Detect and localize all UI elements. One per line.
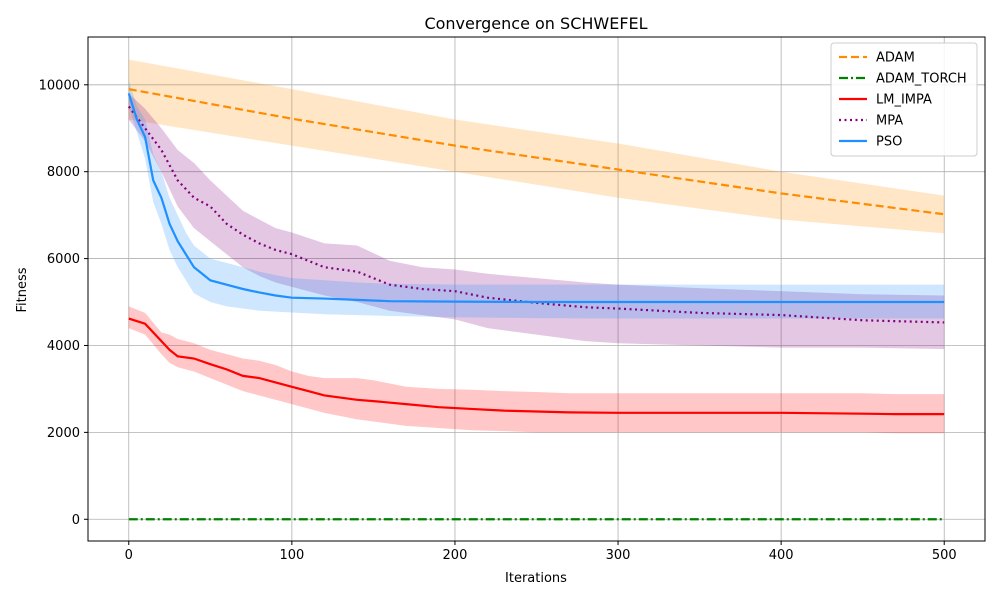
band-lm_impa (128, 306, 945, 434)
band-pso (128, 80, 945, 319)
x-axis-label: Iterations (505, 571, 567, 586)
legend-label-mpa: MPA (876, 114, 903, 129)
band-adam (128, 59, 945, 234)
x-tick-label: 300 (606, 548, 631, 563)
band-mpa (128, 93, 945, 349)
x-tick-label: 200 (443, 548, 468, 563)
legend: ADAM ADAM_TORCH LM_IMPA MPA PSO (830, 42, 978, 157)
y-tick-label: 8000 (47, 165, 80, 180)
legend-label-lm_impa: LM_IMPA (876, 93, 932, 108)
y-tick-label: 2000 (47, 426, 80, 441)
legend-box (830, 42, 978, 157)
line-pso (127, 93, 945, 304)
chart-title: Convergence on SCHWEFEL (424, 14, 647, 33)
y-tick-label: 6000 (47, 252, 80, 267)
line-lm_impa (128, 317, 945, 416)
axes-frame (87, 36, 986, 542)
y-tick-label: 10000 (39, 78, 80, 93)
legend-label-pso: PSO (876, 135, 902, 150)
series-group (127, 59, 945, 521)
y-axis-label: Fitness (15, 267, 30, 312)
x-tick-label: 400 (769, 548, 794, 563)
x-tick-label: 100 (279, 548, 304, 563)
x-tick-label: 0 (125, 548, 133, 563)
legend-label-adam_torch: ADAM_TORCH (876, 72, 967, 87)
plot-area: 0 100 200 300 400 500 0 2000 4000 6000 8000 10000 (39, 36, 986, 563)
y-tick-label: 4000 (47, 339, 80, 354)
legend-label-adam: ADAM (876, 51, 915, 66)
y-tick-label: 0 (72, 513, 80, 528)
x-tick-label: 500 (932, 548, 957, 563)
line-adam (128, 88, 945, 216)
